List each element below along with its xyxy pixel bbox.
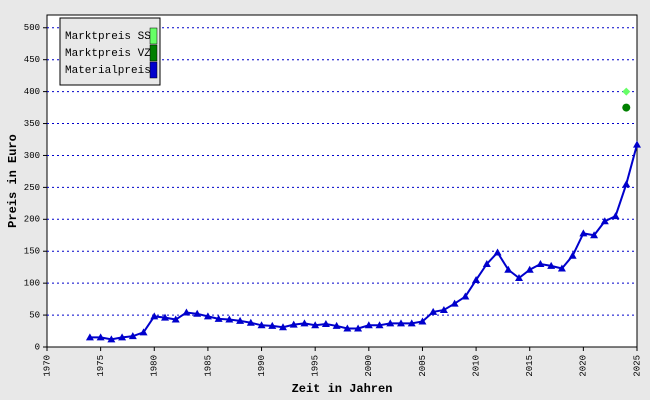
- y-tick-label: 150: [24, 247, 40, 257]
- legend-swatch: [149, 44, 158, 62]
- marker: [161, 313, 169, 321]
- marker: [300, 319, 309, 327]
- marker: [493, 248, 502, 256]
- marker: [611, 212, 620, 220]
- marker: [450, 299, 459, 307]
- marker: [236, 316, 245, 324]
- marker: [557, 264, 566, 272]
- marker: [622, 87, 631, 96]
- x-tick-label: 1985: [203, 355, 213, 377]
- x-axis-title: Zeit in Jahren: [292, 382, 393, 396]
- legend-box: [59, 17, 161, 86]
- x-tick-label: 2005: [418, 355, 428, 377]
- y-axis-title: Preis in Euro: [6, 134, 20, 228]
- marker: [633, 140, 641, 148]
- x-tick-label: 2025: [632, 355, 642, 377]
- marker: [150, 312, 159, 320]
- y-tick-label: 0: [35, 342, 40, 352]
- legend: Marktpreis SS Marktpreis VZ Materialpreis: [59, 17, 161, 86]
- x-tick-label: 2015: [525, 355, 535, 377]
- marker: [515, 274, 523, 282]
- y-tick-label: 250: [24, 183, 40, 193]
- x-tick-label: 2020: [579, 355, 589, 377]
- legend-swatch: [149, 61, 158, 79]
- marker: [579, 229, 588, 237]
- y-tick-label: 200: [24, 215, 40, 225]
- marker: [343, 324, 352, 332]
- marker: [268, 321, 277, 329]
- marker: [568, 251, 577, 259]
- marker: [429, 307, 438, 315]
- x-tick-label: 1995: [311, 355, 321, 377]
- series-line: [89, 144, 638, 341]
- marker: [193, 309, 202, 317]
- marker: [85, 333, 94, 341]
- y-tick-label: 100: [24, 279, 40, 289]
- x-tick-label: 1990: [257, 355, 267, 377]
- marker: [418, 317, 427, 325]
- marker: [622, 180, 631, 188]
- marker: [321, 320, 330, 328]
- marker: [128, 332, 137, 340]
- marker: [590, 231, 599, 239]
- marker: [354, 324, 363, 332]
- marker: [407, 319, 416, 327]
- marker: [375, 321, 384, 329]
- marker: [96, 333, 105, 341]
- marker: [332, 321, 341, 329]
- marker: [397, 319, 405, 327]
- marker: [289, 320, 298, 328]
- marker: [214, 314, 223, 322]
- marker: [225, 315, 234, 323]
- marker: [364, 321, 373, 329]
- marker: [311, 321, 320, 329]
- legend-label: Materialpreis: [65, 65, 151, 77]
- y-tick-label: 500: [24, 23, 40, 33]
- marker: [203, 312, 212, 320]
- marker: [257, 321, 266, 329]
- marker: [139, 328, 148, 336]
- x-tick-label: 1975: [96, 355, 106, 377]
- marker: [461, 292, 470, 300]
- marker: [504, 265, 513, 273]
- y-tick-label: 350: [24, 119, 40, 129]
- marker: [600, 217, 609, 225]
- marker: [622, 103, 631, 112]
- y-tick-label: 400: [24, 87, 40, 97]
- x-tick-label: 2000: [364, 355, 374, 377]
- marker: [536, 260, 545, 267]
- marker: [118, 333, 127, 341]
- x-tick-label: 1970: [42, 355, 52, 377]
- marker: [171, 315, 180, 323]
- marker: [182, 308, 191, 316]
- y-tick-label: 300: [24, 151, 40, 161]
- marker: [246, 318, 255, 326]
- marker: [482, 260, 491, 267]
- marker: [547, 261, 556, 269]
- y-tick-label: 450: [24, 55, 40, 65]
- marker: [472, 275, 481, 283]
- marker: [107, 335, 116, 343]
- marker: [279, 323, 287, 331]
- legend-label: Marktpreis VZ: [65, 48, 151, 60]
- y-tick-label: 50: [29, 310, 40, 320]
- x-tick-label: 2010: [471, 355, 481, 377]
- x-tick-label: 1980: [150, 355, 160, 377]
- marker: [386, 319, 395, 327]
- marker: [525, 265, 534, 273]
- legend-label: Marktpreis SS: [65, 31, 151, 43]
- marker: [439, 305, 448, 313]
- legend-swatch: [149, 27, 158, 45]
